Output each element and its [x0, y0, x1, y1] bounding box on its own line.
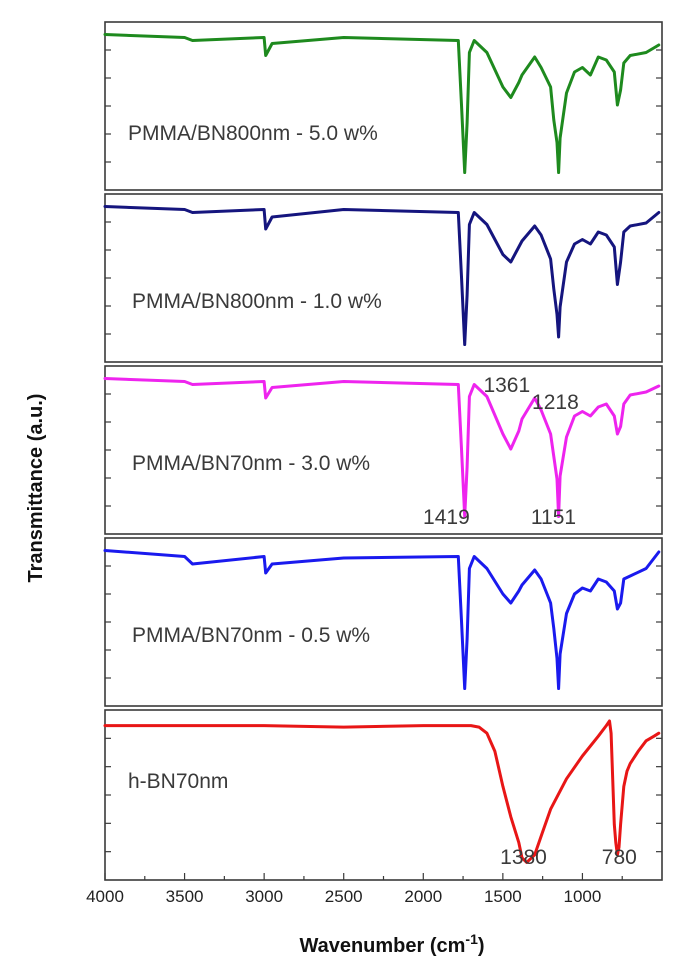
series-label-pmma-bn70-05: PMMA/BN70nm - 0.5 w% — [132, 624, 370, 647]
panel-3 — [103, 365, 663, 535]
panel-2 — [103, 193, 663, 363]
x-axis-title-suffix: ) — [478, 935, 485, 957]
series-label-pmma-bn800-1: PMMA/BN800nm - 1.0 w% — [132, 290, 382, 313]
panel-frame — [104, 193, 663, 363]
peak-label-1218: 1218 — [532, 391, 579, 414]
series-label-h-bn70: h-BN70nm — [128, 770, 228, 793]
spectrum-line-2 — [103, 205, 661, 346]
x-tick-label: 3500 — [166, 887, 204, 906]
x-tick-label: 4000 — [86, 887, 124, 906]
series-label-pmma-bn800-5: PMMA/BN800nm - 5.0 w% — [128, 122, 378, 145]
spectrum-line-5 — [103, 719, 661, 864]
spectrum-line-3 — [103, 377, 661, 518]
x-tick-label: 2000 — [404, 887, 442, 906]
x-tick-label: 2500 — [325, 887, 363, 906]
panel-5 — [103, 709, 663, 881]
panel-frame — [104, 21, 663, 191]
peak-label-1380: 1380 — [500, 846, 547, 869]
peak-label-1361: 1361 — [483, 374, 530, 397]
peak-label-780: 780 — [602, 846, 637, 869]
x-axis: 4000 3500 3000 2500 2000 1500 1000 — [86, 873, 623, 906]
x-axis-title-main: Wavenumber (cm — [299, 935, 465, 957]
x-tick-label: 3000 — [245, 887, 283, 906]
spectrum-line-4 — [103, 549, 661, 690]
peak-label-1151: 1151 — [531, 506, 576, 529]
panel-frame — [104, 537, 663, 707]
spectrum-line-1 — [103, 33, 661, 174]
panels-layer — [103, 21, 663, 881]
panel-4 — [103, 537, 663, 707]
x-tick-label: 1500 — [484, 887, 522, 906]
panel-frame — [104, 709, 663, 881]
x-axis-title: Wavenumber (cm-1) — [299, 931, 484, 957]
peak-label-1419: 1419 — [423, 506, 470, 529]
x-tick-label: 1000 — [564, 887, 602, 906]
y-axis-title: Transmittance (a.u.) — [25, 394, 47, 583]
x-axis-title-superscript: -1 — [465, 931, 478, 947]
panel-1 — [103, 21, 663, 191]
series-label-pmma-bn70-3: PMMA/BN70nm - 3.0 w% — [132, 452, 370, 475]
